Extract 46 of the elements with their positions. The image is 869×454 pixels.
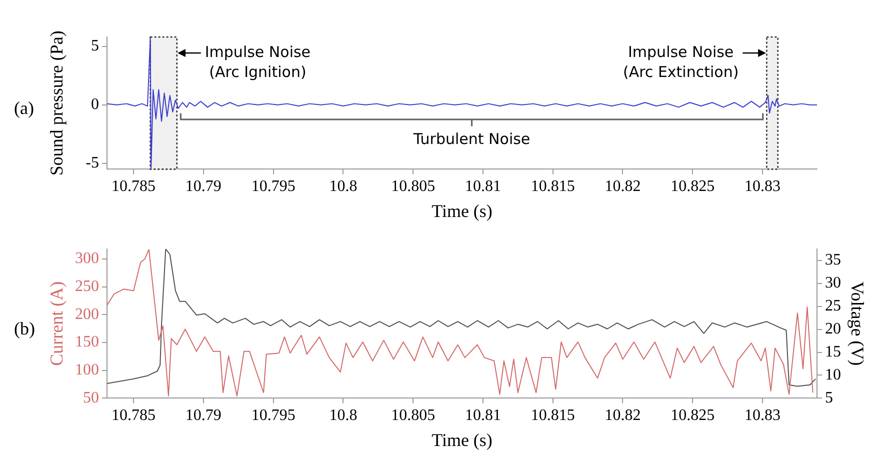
y-tick-label: 5 <box>91 38 99 55</box>
y-tick-label: 50 <box>83 389 99 406</box>
y2-tick-label: 5 <box>825 389 833 406</box>
x-tick-label: 10.805 <box>391 178 436 196</box>
y2-tick-label: 35 <box>825 252 841 269</box>
text: (a) <box>14 98 34 118</box>
x-tick-label: 10.815 <box>530 407 575 424</box>
x-tick-label: 10.83 <box>744 178 780 196</box>
annotation: Impulse Noise (Arc Ignition) <box>204 42 311 81</box>
x-axis-title: Time (s) <box>432 430 492 450</box>
x-tick-label: 10.83 <box>744 407 780 424</box>
y-axis-title: Current (A) <box>46 281 67 366</box>
y-tick-label: 300 <box>75 250 99 268</box>
annotation: Turbulent Noise <box>412 130 530 148</box>
x-tick-label: 10.805 <box>391 407 436 424</box>
x-tick-label: 10.825 <box>670 178 715 196</box>
y2-axis-title: Voltage (V) <box>847 282 868 366</box>
x-tick-label: 10.815 <box>530 178 575 196</box>
text: (b) <box>14 318 35 338</box>
x-tick-label: 10.79 <box>185 407 222 424</box>
x-tick-label: 10.795 <box>251 407 296 424</box>
y2-tick-label: 20 <box>825 320 841 338</box>
y2-tick-label: 25 <box>825 298 841 315</box>
x-axis-title: Time (s) <box>432 200 492 221</box>
y-tick-label: 0 <box>91 96 99 114</box>
y2-tick-label: 30 <box>825 274 841 292</box>
x-tick-label: 10.8 <box>329 407 358 424</box>
x-tick-label: 10.81 <box>464 178 501 196</box>
x-tick-label: 10.8 <box>329 178 358 196</box>
x-tick-label: 10.82 <box>604 178 641 196</box>
y-tick-label: 250 <box>75 278 99 296</box>
y-tick-label: 200 <box>75 306 99 323</box>
y2-tick-label: 15 <box>825 343 841 360</box>
x-tick-label: 10.82 <box>604 407 641 424</box>
y2-tick-label: 10 <box>825 366 841 384</box>
x-tick-label: 10.785 <box>112 178 156 196</box>
x-tick-label: 10.785 <box>112 407 156 424</box>
x-tick-label: 10.795 <box>251 178 296 196</box>
y-axis-title: Sound pressure (Pa) <box>46 30 67 176</box>
x-tick-label: 10.825 <box>670 407 715 424</box>
x-tick-label: 10.79 <box>185 178 222 196</box>
y-tick-label: -5 <box>86 154 99 172</box>
x-tick-label: 10.81 <box>464 407 501 424</box>
y-tick-label: 150 <box>75 334 99 351</box>
y-tick-label: 100 <box>75 362 99 379</box>
annotation: Impulse Noise (Arc Extinction) <box>622 42 739 81</box>
